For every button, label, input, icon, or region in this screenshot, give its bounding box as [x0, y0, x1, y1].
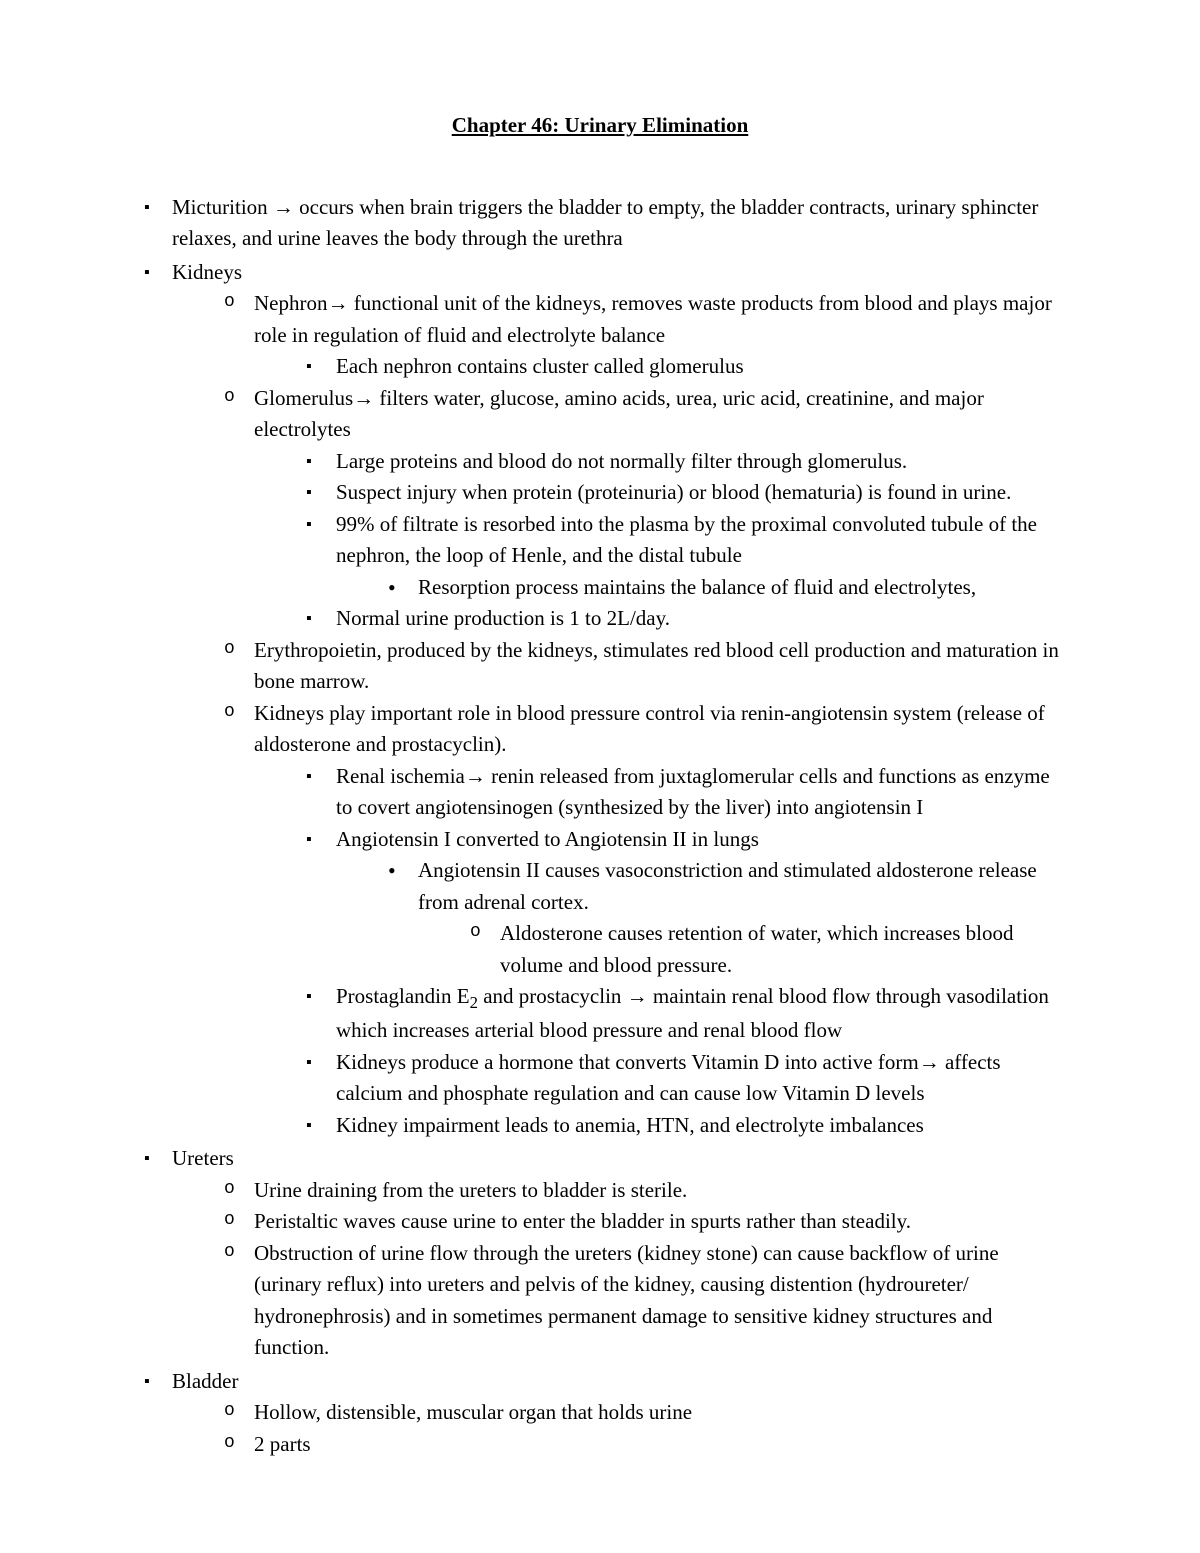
text: Resorption process maintains the balance… [418, 575, 976, 599]
text: Suspect injury when protein (proteinuria… [336, 480, 1011, 504]
outline-item: Kidneys produce a hormone that converts … [300, 1047, 1060, 1110]
text: Ureters [172, 1146, 234, 1170]
outline-item: Bladder Hollow, distensible, muscular or… [140, 1366, 1060, 1461]
text: Normal urine production is 1 to 2L/day. [336, 606, 670, 630]
outline-item: 99% of filtrate is resorbed into the pla… [300, 509, 1060, 604]
text: Kidney impairment leads to anemia, HTN, … [336, 1113, 924, 1137]
text: 99% of filtrate is resorbed into the pla… [336, 512, 1037, 568]
outline-item: Large proteins and blood do not normally… [300, 446, 1060, 478]
text: Kidneys produce a hormone that converts … [336, 1050, 1001, 1106]
text: Renal ischemia→ renin released from juxt… [336, 764, 1050, 820]
outline-item: Angiotensin I converted to Angiotensin I… [300, 824, 1060, 982]
text: Kidneys play important role in blood pre… [254, 701, 1045, 757]
text: Large proteins and blood do not normally… [336, 449, 907, 473]
text: Nephron→ functional unit of the kidneys,… [254, 291, 1052, 347]
text: Bladder [172, 1369, 238, 1393]
text: Peristaltic waves cause urine to enter t… [254, 1209, 911, 1233]
text: Micturition → occurs when brain triggers… [172, 195, 1038, 251]
outline-item: Urine draining from the ureters to bladd… [218, 1175, 1060, 1207]
text: Urine draining from the ureters to bladd… [254, 1178, 687, 1202]
outline-root: Micturition → occurs when brain triggers… [140, 192, 1060, 1461]
text: Obstruction of urine flow through the ur… [254, 1241, 999, 1360]
text: Angiotensin I converted to Angiotensin I… [336, 827, 759, 851]
outline-item: Kidneys play important role in blood pre… [218, 698, 1060, 1142]
outline-item: Suspect injury when protein (proteinuria… [300, 477, 1060, 509]
text: Hollow, distensible, muscular organ that… [254, 1400, 692, 1424]
outline-item: Prostaglandin E2 and prostacyclin → main… [300, 981, 1060, 1047]
outline-item: Micturition → occurs when brain triggers… [140, 192, 1060, 255]
outline-item: Obstruction of urine flow through the ur… [218, 1238, 1060, 1364]
text: 2 parts [254, 1432, 311, 1456]
outline-item: Each nephron contains cluster called glo… [300, 351, 1060, 383]
outline-item: Erythropoietin, produced by the kidneys,… [218, 635, 1060, 698]
text: Aldosterone causes retention of water, w… [500, 921, 1014, 977]
outline-item: Nephron→ functional unit of the kidneys,… [218, 288, 1060, 383]
outline-item: Hollow, distensible, muscular organ that… [218, 1397, 1060, 1429]
outline-item: 2 parts [218, 1429, 1060, 1461]
text: Glomerulus→ filters water, glucose, amin… [254, 386, 984, 442]
text: Kidneys [172, 260, 242, 284]
text: Erythropoietin, produced by the kidneys,… [254, 638, 1059, 694]
text: Angiotensin II causes vasoconstriction a… [418, 858, 1037, 914]
outline-item: Glomerulus→ filters water, glucose, amin… [218, 383, 1060, 635]
outline-item: Normal urine production is 1 to 2L/day. [300, 603, 1060, 635]
outline-item: Renal ischemia→ renin released from juxt… [300, 761, 1060, 824]
outline-item: Kidney impairment leads to anemia, HTN, … [300, 1110, 1060, 1142]
outline-item: Angiotensin II causes vasoconstriction a… [382, 855, 1060, 981]
outline-item: Kidneys Nephron→ functional unit of the … [140, 257, 1060, 1142]
page-title: Chapter 46: Urinary Elimination [140, 110, 1060, 142]
text: Each nephron contains cluster called glo… [336, 354, 744, 378]
outline-item: Ureters Urine draining from the ureters … [140, 1143, 1060, 1364]
outline-item: Aldosterone causes retention of water, w… [464, 918, 1060, 981]
text: Prostaglandin E2 and prostacyclin → main… [336, 984, 1049, 1042]
outline-item: Resorption process maintains the balance… [382, 572, 1060, 604]
outline-item: Peristaltic waves cause urine to enter t… [218, 1206, 1060, 1238]
